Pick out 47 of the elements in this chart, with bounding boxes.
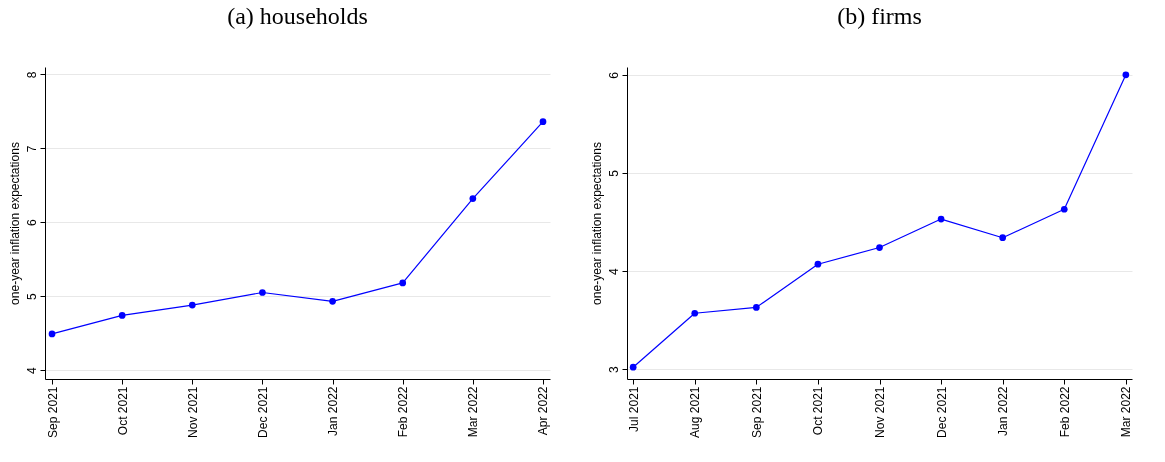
chart-title: (a) households (227, 3, 368, 29)
x-tick-label: Jul 2021 (626, 386, 641, 432)
x-tick-label: Mar 2022 (466, 386, 481, 438)
point (118, 312, 126, 319)
x-tick-label: Jan 2022 (326, 386, 341, 436)
point (752, 304, 760, 311)
y-tick-label: 5 (606, 169, 621, 177)
y-tick-label: 6 (24, 219, 39, 227)
point (469, 195, 477, 202)
x-tick-label: Mar 2022 (1119, 386, 1134, 438)
x-tick-label: Oct 2021 (115, 386, 130, 436)
x-tick-label: Aug 2021 (688, 386, 703, 438)
point (937, 215, 945, 223)
y-tick-label: 3 (606, 366, 621, 374)
x-tick-label: Nov 2021 (873, 386, 887, 438)
y-axis-title: one-year inflation expectations (7, 142, 22, 305)
x-tick-label: Sep 2021 (45, 386, 60, 438)
y-tick-label: 4 (606, 267, 621, 275)
point (329, 298, 336, 305)
point (48, 330, 56, 338)
x-tick-label: Apr 2022 (536, 386, 551, 436)
x-tick-label: Jan 2022 (996, 386, 1011, 436)
point (1060, 205, 1068, 213)
y-tick-label: 4 (24, 366, 39, 374)
point (399, 279, 407, 287)
point (1122, 71, 1130, 79)
x-tick-label: Sep 2021 (749, 386, 764, 438)
point (629, 363, 637, 371)
y-tick-label: 5 (24, 293, 39, 301)
y-axis-title: one-year inflation expectations (589, 142, 604, 305)
y-tick-label: 8 (24, 71, 39, 79)
point (188, 301, 196, 309)
x-tick-label: Nov 2021 (185, 386, 200, 438)
chart-title: (b) firms (837, 3, 922, 29)
y-tick-label: 7 (24, 145, 39, 153)
point (814, 260, 822, 268)
y-tick-label: 6 (606, 71, 621, 79)
point (999, 234, 1007, 242)
point (259, 289, 266, 296)
x-tick-label: Feb 2022 (1057, 386, 1072, 438)
point (691, 309, 699, 317)
x-tick-label: Oct 2021 (811, 386, 826, 436)
point (539, 118, 547, 126)
point (876, 244, 883, 251)
x-tick-label: Dec 2021 (255, 386, 270, 438)
x-tick-label: Feb 2022 (396, 386, 411, 438)
x-tick-label: Dec 2021 (934, 386, 949, 438)
